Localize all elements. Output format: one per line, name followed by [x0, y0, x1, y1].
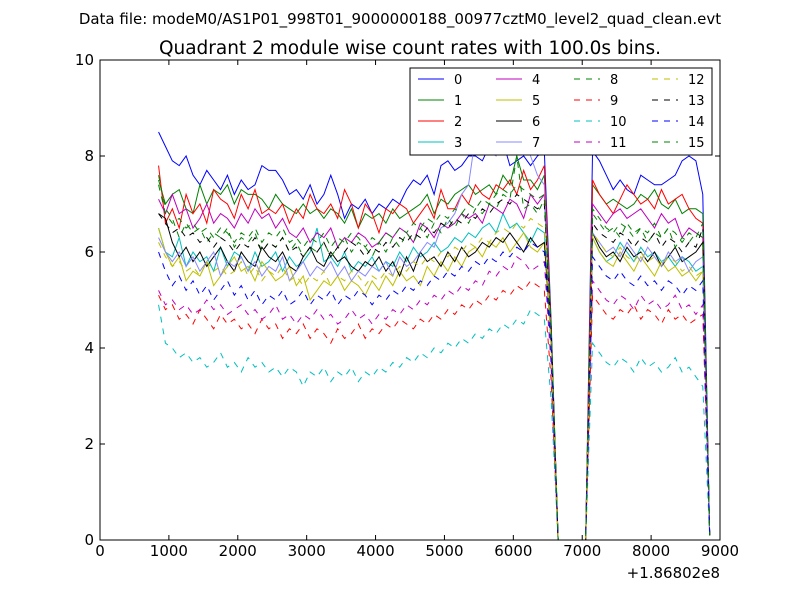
- y-tick-label: 10: [75, 51, 94, 69]
- y-tick-label: 8: [84, 147, 94, 165]
- y-tick-label: 6: [84, 243, 94, 261]
- series-line-5: [158, 227, 711, 541]
- legend-label-12: 12: [688, 73, 705, 88]
- legend-label-0: 0: [454, 73, 462, 88]
- y-tick-label: 0: [84, 531, 94, 549]
- series-line-10: [158, 304, 711, 541]
- legend-label-11: 11: [610, 136, 627, 151]
- legend-label-14: 14: [688, 115, 705, 130]
- series-line-8: [158, 155, 711, 541]
- series-line-15: [158, 184, 711, 541]
- y-tick-label: 4: [84, 339, 94, 357]
- series-line-3: [158, 212, 711, 541]
- legend-label-7: 7: [532, 136, 540, 151]
- y-tick-label: 2: [84, 435, 94, 453]
- legend-label-15: 15: [688, 136, 705, 151]
- series-line-14: [158, 241, 711, 541]
- series-line-0: [158, 131, 711, 541]
- legend-label-2: 2: [454, 115, 462, 130]
- plot-lines: [158, 106, 711, 541]
- legend-label-9: 9: [610, 94, 618, 109]
- x-tick-label: 7000: [563, 542, 601, 560]
- legend-label-8: 8: [610, 73, 618, 88]
- series-line-1: [158, 154, 711, 541]
- x-offset-label: +1.86802e8: [627, 564, 720, 582]
- series-line-12: [158, 217, 711, 541]
- series-line-9: [158, 280, 711, 541]
- series-line-11: [158, 256, 711, 541]
- legend-label-4: 4: [532, 73, 540, 88]
- x-tick-label: 3000: [288, 542, 326, 560]
- series-line-2: [158, 165, 711, 541]
- axis-ticks: 0 1000 2000 3000 4000 5000 6000 7000 8000 9000 0 2 4…: [75, 51, 739, 560]
- x-tick-label: 1000: [150, 542, 188, 560]
- x-tick-label: 0: [95, 542, 105, 560]
- chart-title: Quadrant 2 module wise count rates with …: [159, 38, 661, 59]
- x-tick-label: 5000: [425, 542, 463, 560]
- legend-label-6: 6: [532, 115, 540, 130]
- x-tick-label: 8000: [632, 542, 670, 560]
- legend-label-13: 13: [688, 94, 705, 109]
- x-tick-label: 9000: [701, 542, 739, 560]
- x-tick-label: 2000: [219, 542, 257, 560]
- legend-label-3: 3: [454, 136, 462, 151]
- legend-label-10: 10: [610, 115, 627, 130]
- x-tick-label: 6000: [494, 542, 532, 560]
- x-tick-label: 4000: [356, 542, 394, 560]
- series-line-6: [158, 213, 711, 541]
- legend-label-5: 5: [532, 94, 540, 109]
- series-line-4: [158, 192, 711, 541]
- series-line-13: [158, 193, 711, 541]
- legend-box: [409, 67, 713, 156]
- series-line-7: [158, 106, 711, 541]
- legend-label-1: 1: [454, 94, 462, 109]
- plot-frame: [99, 59, 721, 541]
- figure-suptitle: Data file: modeM0/AS1P01_998T01_90000001…: [79, 10, 721, 29]
